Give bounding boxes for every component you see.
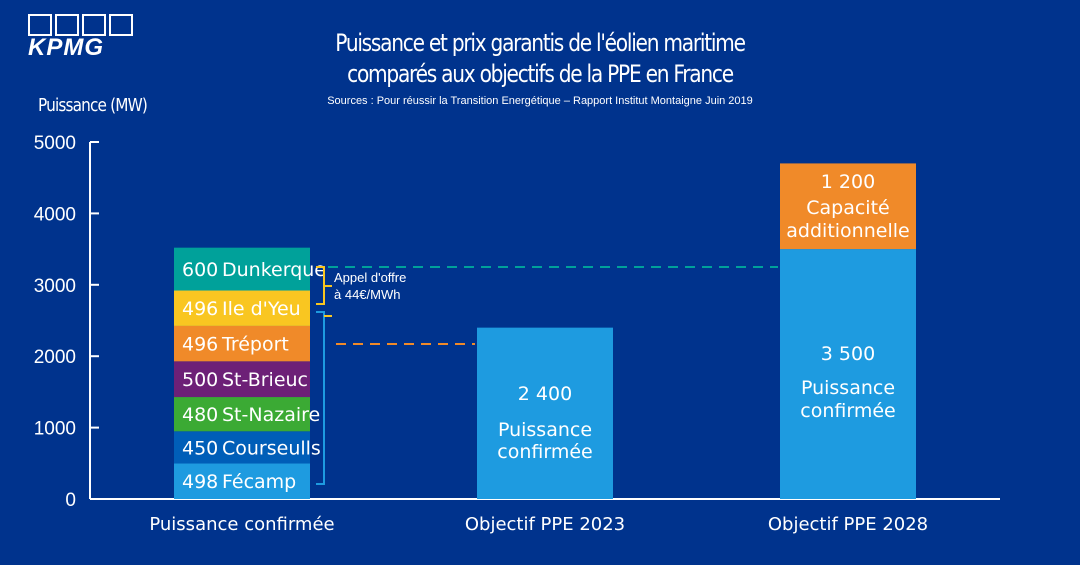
segment-value-label: 498 [182,471,218,493]
sources-note: Sources : Pour réussir la Transition Ene… [327,95,753,107]
segment-name-label: Ile d'Yeu [222,298,301,320]
segment-name-label: Dunkerque [222,259,326,281]
segment-value-label: 496 [182,298,218,320]
segment-value-label: 496 [182,334,218,356]
segment-name-label: Fécamp [222,471,296,493]
y-tick-label: 3000 [34,276,76,297]
bar-value-label: 1 200 [821,171,875,193]
y-tick-label: 5000 [34,133,76,154]
y-tick-label: 1000 [34,419,76,440]
stacked-segment [174,290,310,326]
category-label: Objectif PPE 2028 [768,514,928,535]
bar-value-label: 3 500 [821,343,875,365]
segment-name-label: Tréport [221,334,289,356]
y-tick-label: 2000 [34,347,76,368]
bar-text-line: Puissance [498,419,592,441]
segment-value-label: 600 [182,259,218,281]
stacked-segment [174,361,310,398]
bar-text-line: confirmée [800,400,895,422]
bracket-confirmed [316,311,325,485]
logo-boxes [28,14,138,36]
stacked-segment [174,325,310,362]
annotation-line-2: à 44€/MWh [334,287,400,302]
bar-text-line: confirmée [497,441,592,463]
segment-name-label: St-Brieuc [222,369,308,391]
bar-text-line: additionnelle [786,220,909,242]
segment-value-label: 450 [182,437,218,459]
y-tick-label: 4000 [34,204,76,225]
bar-ppe-2028-additional [780,163,916,250]
title-line-1: Puissance et prix garantis de l'éolien m… [335,29,746,57]
segment-value-label: 480 [182,404,218,426]
segment-name-label: St-Nazaire [222,404,320,426]
bar-ppe-2023 [477,327,613,499]
bar-text-line: Capacité [806,197,889,219]
segment-name-label: Courseulls [222,437,321,459]
category-label: Objectif PPE 2023 [465,514,625,535]
bar-ppe-2028-confirmed [780,249,916,499]
stacked-segment [174,397,310,432]
kpmg-logo: KPMG [28,14,138,66]
stacked-segment [174,431,310,464]
chart-title: Puissance et prix garantis de l'éolien m… [288,28,792,90]
logo-text: KPMG [28,34,104,61]
bar-text-line: Puissance [801,377,895,399]
category-label: Puissance confirmée [149,514,334,535]
title-line-2: comparés aux objectifs de la PPE en Fran… [347,60,734,88]
annotation-line-1: Appel d'offre [334,270,406,285]
stacked-segment [174,247,310,291]
y-axis-label: Puissance (MW) [38,95,148,116]
stacked-segment [174,463,310,499]
segment-value-label: 500 [182,369,218,391]
bar-value-label: 2 400 [518,383,572,405]
y-tick-label: 0 [65,490,76,511]
